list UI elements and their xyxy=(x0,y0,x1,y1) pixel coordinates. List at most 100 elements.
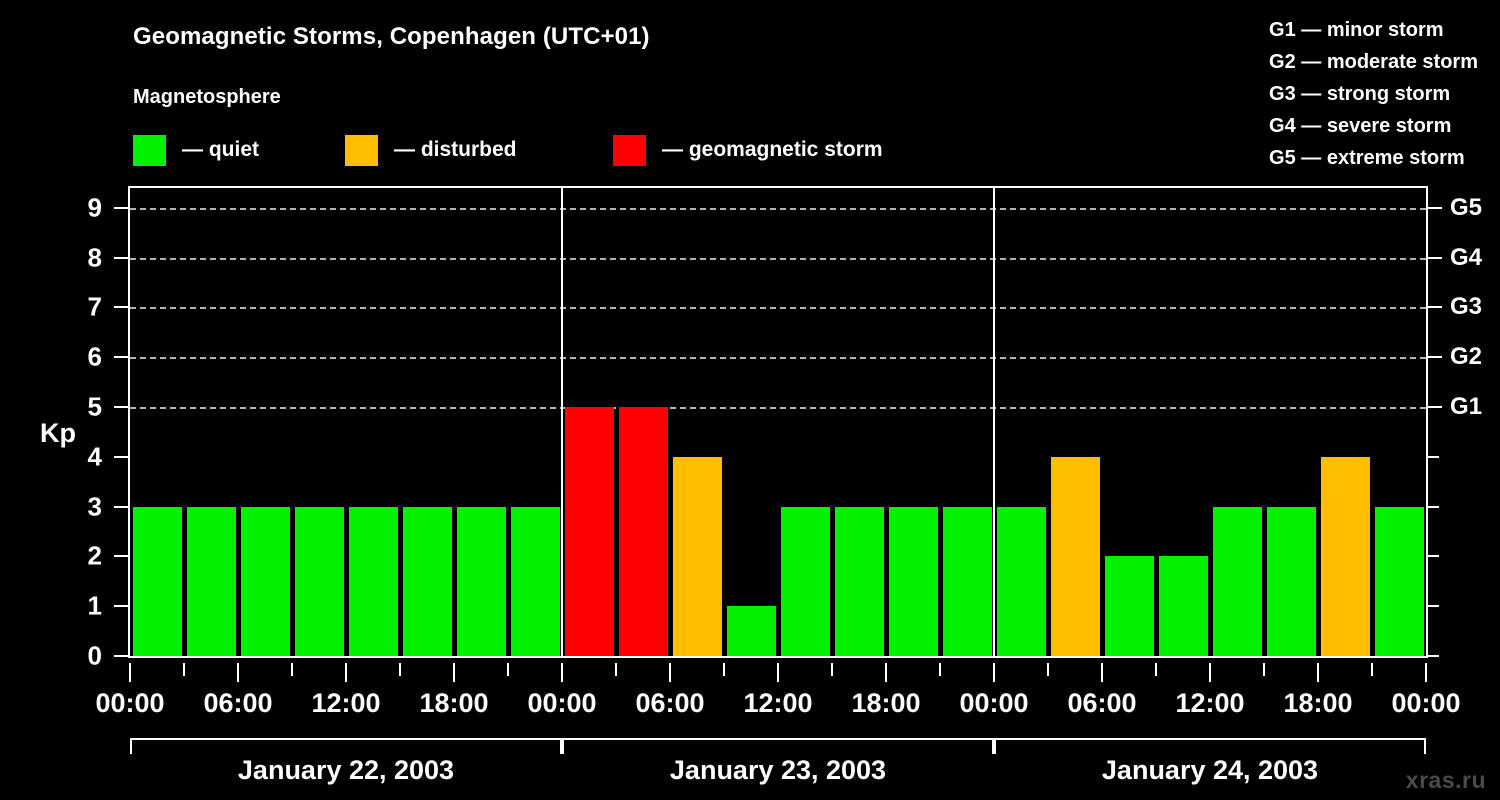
g-axis-minor-tick xyxy=(1428,655,1439,657)
kp-bar[interactable] xyxy=(726,606,776,656)
y-axis-tick-mark xyxy=(114,356,128,359)
kp-bar[interactable] xyxy=(1104,556,1154,656)
kp-bar[interactable] xyxy=(348,506,398,656)
x-axis-tick-mark xyxy=(1425,663,1427,682)
x-axis-tick-mark xyxy=(561,663,563,682)
x-axis-minor-tick xyxy=(1371,663,1373,676)
date-bracket xyxy=(562,738,994,754)
gridline xyxy=(130,207,1426,210)
x-axis-tick-label: 00:00 xyxy=(527,688,597,718)
y-axis-tick-label: 9 xyxy=(87,192,102,223)
g-axis-tick-label: G1 xyxy=(1450,393,1483,421)
y-axis-tick-mark xyxy=(114,655,128,657)
legend-entry: — quiet xyxy=(133,133,259,167)
x-axis-tick-label: 00:00 xyxy=(959,688,1029,718)
page-title: Geomagnetic Storms, Copenhagen (UTC+01) xyxy=(133,23,650,50)
y-axis-tick-mark xyxy=(114,605,128,608)
x-axis-tick-mark xyxy=(1101,663,1103,682)
x-axis-minor-tick xyxy=(615,663,617,676)
kp-bar[interactable] xyxy=(456,506,506,656)
plot-inner xyxy=(130,188,1426,656)
kp-bar[interactable] xyxy=(1158,556,1208,656)
g-axis-minor-tick xyxy=(1428,605,1439,608)
x-axis-tick-label: 00:00 xyxy=(95,688,165,718)
kp-bar[interactable] xyxy=(1212,506,1262,656)
date-label: January 23, 2003 xyxy=(669,755,887,785)
kp-bar[interactable] xyxy=(402,506,452,656)
gscale-legend-line: G3 — strong storm xyxy=(1269,83,1451,105)
x-axis-minor-tick xyxy=(1263,663,1265,676)
plot-area xyxy=(128,186,1428,658)
kp-bars xyxy=(130,188,1426,656)
y-axis-tick-mark xyxy=(114,256,128,259)
g-axis-tick-mark xyxy=(1428,256,1442,259)
kp-bar[interactable] xyxy=(888,506,938,656)
y-axis-tick-label: 2 xyxy=(87,540,102,571)
x-axis-tick-mark xyxy=(885,663,887,682)
x-axis-minor-tick xyxy=(939,663,941,676)
x-axis-minor-tick xyxy=(183,663,185,676)
g-axis-minor-tick xyxy=(1428,455,1439,458)
kp-bar[interactable] xyxy=(132,506,182,656)
kp-bar[interactable] xyxy=(510,506,560,656)
legend-swatch-icon xyxy=(345,134,378,166)
x-axis-minor-tick xyxy=(1155,663,1157,676)
y-axis-tick-mark xyxy=(114,206,128,209)
gscale-legend-line: G4 — severe storm xyxy=(1269,115,1452,137)
g-axis-minor-tick xyxy=(1428,505,1439,508)
kp-bar[interactable] xyxy=(186,506,236,656)
magnetosphere-label: Magnetosphere xyxy=(133,86,281,108)
kp-bar[interactable] xyxy=(240,506,290,656)
x-axis-tick-mark xyxy=(453,663,455,682)
y-axis-tick-mark xyxy=(114,306,128,309)
x-axis-tick-label: 12:00 xyxy=(743,688,813,718)
y-axis-tick-label: 1 xyxy=(87,590,102,621)
g-axis-minor-tick xyxy=(1428,555,1439,558)
legend-entry: — geomagnetic storm xyxy=(613,133,883,167)
x-axis-minor-tick xyxy=(291,663,293,676)
date-label: January 24, 2003 xyxy=(1101,755,1319,785)
g-axis-tick-mark xyxy=(1428,406,1442,409)
x-axis-tick-mark xyxy=(1317,663,1319,682)
y-axis-label: Kp xyxy=(40,418,76,448)
x-axis-minor-tick xyxy=(723,663,725,676)
x-axis-tick-label: 06:00 xyxy=(203,688,273,718)
x-axis-minor-tick xyxy=(399,663,401,676)
x-axis-tick-label: 06:00 xyxy=(1067,688,1137,718)
day-divider xyxy=(561,188,563,656)
x-axis-minor-tick xyxy=(507,663,509,676)
kp-bar[interactable] xyxy=(564,407,614,656)
g-axis-tick-mark xyxy=(1428,206,1442,209)
legend-label: — geomagnetic storm xyxy=(662,138,883,161)
kp-bar[interactable] xyxy=(1050,456,1100,656)
kp-bar[interactable] xyxy=(780,506,830,656)
g-axis-tick-label: G5 xyxy=(1450,193,1483,221)
gscale-legend-line: G1 — minor storm xyxy=(1269,19,1444,41)
x-axis-tick-label: 18:00 xyxy=(851,688,921,718)
x-axis-tick-mark xyxy=(129,663,131,682)
y-axis-tick-label: 5 xyxy=(87,391,102,422)
x-axis-minor-tick xyxy=(831,663,833,676)
y-axis-tick-label: 8 xyxy=(87,242,102,273)
y-axis-tick-mark xyxy=(114,406,128,409)
kp-bar[interactable] xyxy=(1374,506,1424,656)
y-axis-tick-mark xyxy=(114,555,128,558)
kp-bar[interactable] xyxy=(294,506,344,656)
legend-swatch-icon xyxy=(133,134,166,166)
legend-label: — quiet xyxy=(182,138,259,161)
y-axis-tick-label: 6 xyxy=(87,341,102,372)
x-axis-tick-mark xyxy=(1209,663,1211,682)
legend-label: — disturbed xyxy=(394,138,517,161)
y-axis-tick-label: 0 xyxy=(87,640,102,671)
kp-bar[interactable] xyxy=(618,407,668,656)
date-bracket xyxy=(994,738,1426,754)
x-axis-tick-mark xyxy=(669,663,671,682)
kp-bar[interactable] xyxy=(1320,456,1370,656)
gscale-legend-line: G5 — extreme storm xyxy=(1269,147,1465,169)
kp-bar[interactable] xyxy=(942,506,992,656)
date-bracket xyxy=(130,738,562,754)
kp-bar[interactable] xyxy=(672,456,722,656)
kp-bar[interactable] xyxy=(996,506,1046,656)
kp-bar[interactable] xyxy=(1266,506,1316,656)
kp-bar[interactable] xyxy=(834,506,884,656)
